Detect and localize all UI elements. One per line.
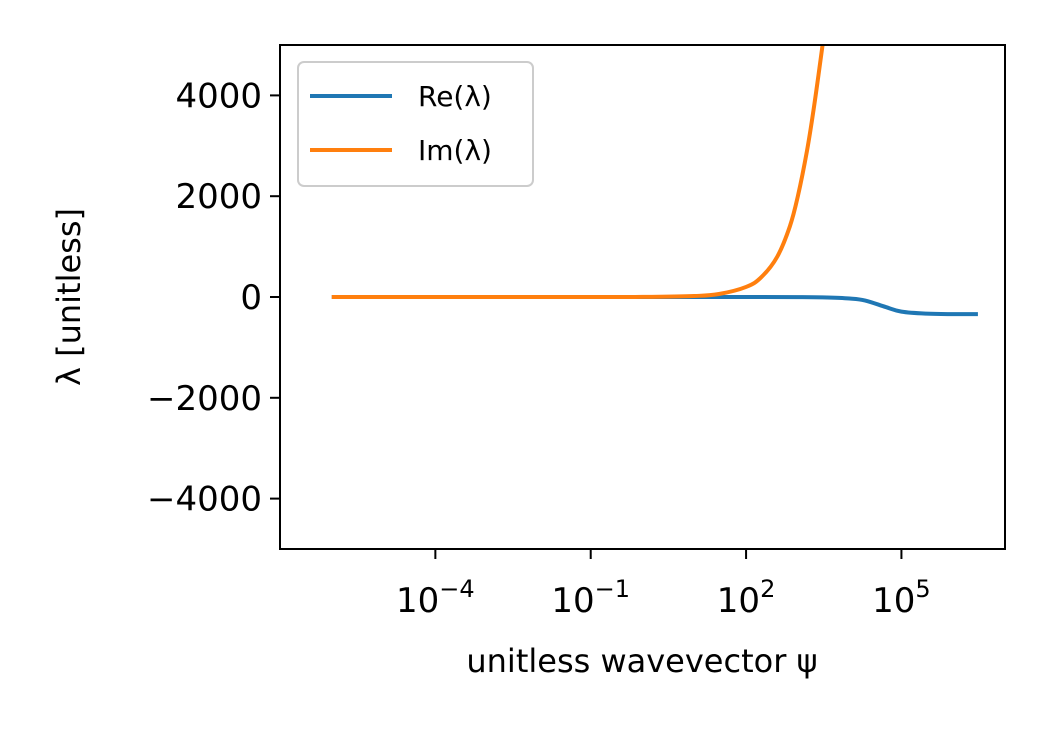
x-tick-label: 10−1 — [551, 575, 630, 621]
plot-layer — [331, 45, 978, 317]
y-tick-label: 4000 — [175, 76, 262, 116]
y-tick-label: 2000 — [175, 177, 262, 217]
legend: Re(λ) Im(λ) — [297, 61, 534, 187]
legend-label-im: Im(λ) — [418, 134, 492, 167]
y-tick-label: 0 — [240, 278, 262, 318]
legend-label-re: Re(λ) — [418, 80, 492, 113]
y-tick-label: −2000 — [147, 379, 262, 419]
y-tick-label: −4000 — [147, 480, 262, 520]
series-line-re — [331, 294, 978, 317]
legend-box — [297, 61, 534, 187]
x-tick-label: 102 — [717, 575, 776, 621]
x-tick-label: 10−4 — [396, 575, 475, 621]
x-axis-label: unitless wavevector ψ — [466, 642, 817, 680]
x-tick-label: 105 — [872, 575, 931, 621]
y-axis-label: λ [unitless] — [50, 208, 88, 386]
series-line-im — [331, 45, 825, 300]
y-axis: 4000 2000 0 −2000 −4000 — [147, 76, 280, 520]
x-axis: 10−4 10−1 102 105 — [396, 549, 931, 621]
